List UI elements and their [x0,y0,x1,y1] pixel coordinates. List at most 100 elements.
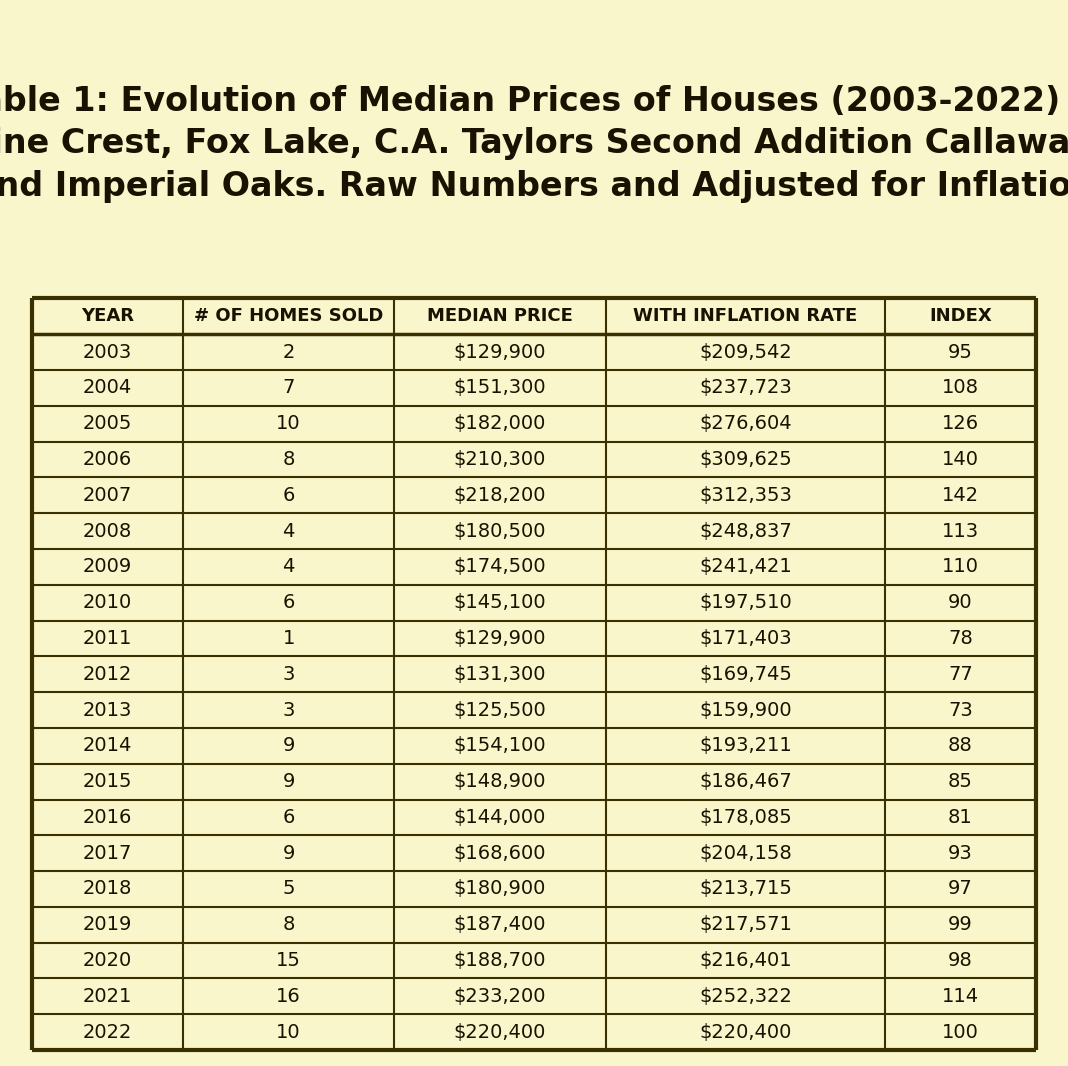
Text: $217,571: $217,571 [698,916,791,934]
Bar [885,549,1036,585]
Bar [606,907,885,942]
Text: 2: 2 [283,342,295,361]
Bar [183,871,394,907]
Text: 73: 73 [948,700,973,720]
Bar [394,478,606,513]
Bar [394,800,606,836]
Text: $171,403: $171,403 [700,629,791,648]
Text: $220,400: $220,400 [454,1022,546,1041]
Bar [394,871,606,907]
Text: $145,100: $145,100 [454,593,547,612]
Bar [885,728,1036,763]
Bar [885,478,1036,513]
Bar [183,1014,394,1050]
Text: $197,510: $197,510 [698,593,791,612]
Text: 6: 6 [283,808,295,827]
Bar [32,585,183,620]
Text: $220,400: $220,400 [700,1022,791,1041]
Text: # OF HOMES SOLD: # OF HOMES SOLD [194,307,383,325]
Text: $209,542: $209,542 [698,342,791,361]
Text: $187,400: $187,400 [454,916,547,934]
Text: 98: 98 [948,951,973,970]
Bar [32,298,183,335]
Bar [183,441,394,478]
Text: $252,322: $252,322 [698,987,791,1006]
Bar [183,800,394,836]
Text: 142: 142 [942,486,979,505]
Bar [32,836,183,871]
Bar [394,406,606,441]
Text: YEAR: YEAR [81,307,134,325]
Bar [32,513,183,549]
Text: 3: 3 [283,700,295,720]
Text: 114: 114 [942,987,979,1006]
Bar [606,979,885,1014]
Bar [183,335,394,370]
Text: 2017: 2017 [83,843,132,862]
Text: 2003: 2003 [83,342,132,361]
Bar [885,335,1036,370]
Bar [606,836,885,871]
Bar [394,979,606,1014]
Text: 2014: 2014 [83,737,132,756]
Text: $169,745: $169,745 [698,665,791,683]
Bar [394,549,606,585]
Text: $213,715: $213,715 [698,879,791,899]
Bar [606,763,885,800]
Text: 2009: 2009 [83,558,132,577]
Bar [183,692,394,728]
Bar [32,549,183,585]
Bar [394,728,606,763]
Bar [183,370,394,406]
Bar [394,298,606,335]
Bar [32,871,183,907]
Text: 16: 16 [277,987,301,1006]
Text: 81: 81 [948,808,973,827]
Text: 2011: 2011 [83,629,132,648]
Bar [394,836,606,871]
Bar [885,370,1036,406]
Bar [183,907,394,942]
Text: $125,500: $125,500 [454,700,547,720]
Text: 2008: 2008 [83,521,132,540]
Text: 78: 78 [948,629,973,648]
Text: $180,500: $180,500 [454,521,547,540]
Text: $168,600: $168,600 [454,843,547,862]
Text: 7: 7 [283,378,295,398]
Text: 85: 85 [948,772,973,791]
Text: INDEX: INDEX [929,307,992,325]
Bar [606,585,885,620]
Bar [885,763,1036,800]
Bar [885,406,1036,441]
Text: MEDIAN PRICE: MEDIAN PRICE [427,307,572,325]
Text: 99: 99 [948,916,973,934]
Text: $193,211: $193,211 [698,737,791,756]
Bar [394,370,606,406]
Bar [32,478,183,513]
Text: $174,500: $174,500 [454,558,547,577]
Text: $129,900: $129,900 [454,342,547,361]
Text: Table 1: Evolution of Median Prices of Houses (2003-2022) in
Pine Crest, Fox Lak: Table 1: Evolution of Median Prices of H… [0,85,1068,203]
Text: $276,604: $276,604 [700,415,791,433]
Text: 4: 4 [283,521,295,540]
Text: 2018: 2018 [83,879,132,899]
Text: 2004: 2004 [83,378,132,398]
Text: 2020: 2020 [83,951,132,970]
Text: 10: 10 [277,415,301,433]
Text: 8: 8 [283,916,295,934]
Bar [183,406,394,441]
Bar [32,335,183,370]
Bar [606,728,885,763]
Bar [394,942,606,979]
Bar [183,298,394,335]
Text: 2006: 2006 [83,450,132,469]
Text: $180,900: $180,900 [454,879,546,899]
Text: 140: 140 [942,450,979,469]
Text: 4: 4 [283,558,295,577]
Bar [394,657,606,692]
Text: $204,158: $204,158 [698,843,791,862]
Text: 5: 5 [282,879,295,899]
Bar [32,370,183,406]
Bar [885,441,1036,478]
Bar [394,585,606,620]
